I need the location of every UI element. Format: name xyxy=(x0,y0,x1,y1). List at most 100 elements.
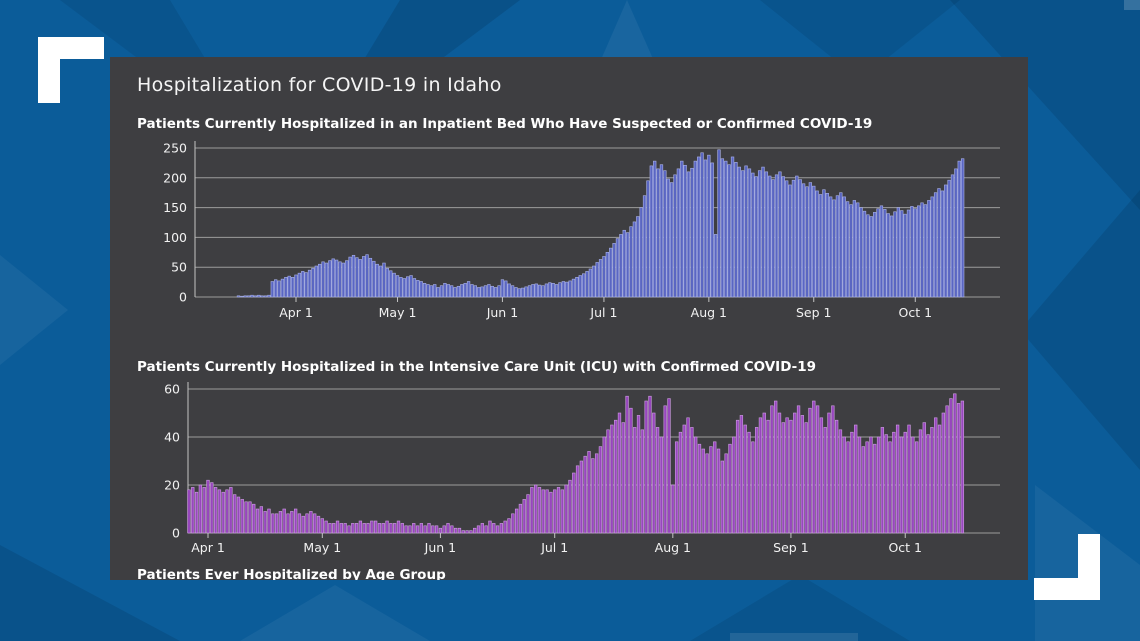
bar xyxy=(659,164,664,298)
bar xyxy=(629,407,633,534)
bar xyxy=(243,295,247,298)
bar xyxy=(378,265,383,298)
bar xyxy=(544,283,549,298)
bar xyxy=(427,523,431,534)
inpatient-chart-title: Patients Currently Hospitalized in an In… xyxy=(137,116,873,132)
bar xyxy=(240,295,244,298)
bar xyxy=(480,286,484,298)
bar xyxy=(423,525,427,534)
bar xyxy=(815,190,819,298)
bar xyxy=(518,503,523,534)
bar xyxy=(236,496,241,534)
bar xyxy=(774,400,778,534)
bar xyxy=(927,200,931,298)
bar xyxy=(915,441,919,534)
bar xyxy=(822,189,826,298)
bar xyxy=(370,520,374,534)
bar xyxy=(497,285,501,298)
bar xyxy=(293,508,298,534)
bar xyxy=(777,412,782,534)
bar xyxy=(385,520,389,534)
corner-bracket-bottom-right xyxy=(1034,534,1100,600)
bar xyxy=(373,520,378,534)
bar xyxy=(739,415,744,534)
bar xyxy=(937,424,942,534)
bar xyxy=(944,184,948,298)
bar xyxy=(642,195,647,298)
bar xyxy=(301,271,305,298)
bars-group xyxy=(187,393,965,534)
y-tick-label: 20 xyxy=(164,478,180,493)
bar xyxy=(541,489,545,534)
bar xyxy=(666,178,670,298)
bar xyxy=(592,265,596,298)
bar xyxy=(900,210,904,298)
bar xyxy=(846,441,850,534)
bar xyxy=(409,275,413,298)
bar xyxy=(653,160,657,298)
bar xyxy=(751,172,755,298)
bar xyxy=(396,520,401,534)
bar xyxy=(621,422,625,534)
bar xyxy=(217,489,222,534)
bar xyxy=(362,523,366,534)
bar xyxy=(747,431,751,534)
bar xyxy=(436,287,440,298)
x-tick-label: Oct 1 xyxy=(898,305,932,320)
bar xyxy=(791,179,796,298)
bar xyxy=(683,164,687,298)
bar xyxy=(606,429,610,534)
bar xyxy=(649,165,653,298)
bar xyxy=(304,272,308,298)
bar xyxy=(187,489,191,534)
bar xyxy=(202,487,206,534)
bar xyxy=(321,261,325,298)
bar xyxy=(537,487,542,534)
bar xyxy=(260,295,264,298)
bar xyxy=(358,259,362,298)
bar xyxy=(922,422,926,534)
bar xyxy=(263,511,267,534)
bar xyxy=(431,525,435,534)
bar xyxy=(747,168,752,298)
bar xyxy=(947,179,951,298)
bar xyxy=(545,489,549,534)
bar xyxy=(771,179,775,298)
bar xyxy=(804,422,808,534)
bar xyxy=(923,204,928,298)
bar xyxy=(911,436,915,534)
bar xyxy=(930,427,934,534)
bar xyxy=(368,257,373,298)
bar xyxy=(500,279,505,298)
bracket-arm xyxy=(38,37,60,103)
bar xyxy=(526,494,530,534)
bar xyxy=(271,513,275,534)
bar xyxy=(656,168,660,298)
bar xyxy=(301,515,305,534)
bar xyxy=(663,170,667,298)
x-tick-label: Sep 1 xyxy=(773,540,809,555)
bar xyxy=(366,523,370,534)
bar xyxy=(605,252,609,298)
bar xyxy=(823,427,827,534)
bar xyxy=(416,280,420,298)
bar xyxy=(676,168,681,298)
bar xyxy=(907,424,911,534)
bar xyxy=(774,174,779,298)
bar xyxy=(470,284,474,298)
bar xyxy=(324,520,328,534)
bar xyxy=(869,216,873,298)
bar xyxy=(724,160,728,298)
bar xyxy=(812,185,816,298)
bar xyxy=(460,284,464,298)
bar xyxy=(610,424,614,534)
bar xyxy=(213,487,218,534)
bracket-arm xyxy=(1078,534,1100,600)
bar xyxy=(669,182,674,298)
dashboard-panel: Hospitalization for COVID-19 in Idaho Pa… xyxy=(110,57,1028,580)
bar xyxy=(730,156,735,298)
bar xyxy=(255,508,260,534)
bar xyxy=(819,417,824,534)
bar xyxy=(617,412,622,534)
bar xyxy=(194,491,199,534)
